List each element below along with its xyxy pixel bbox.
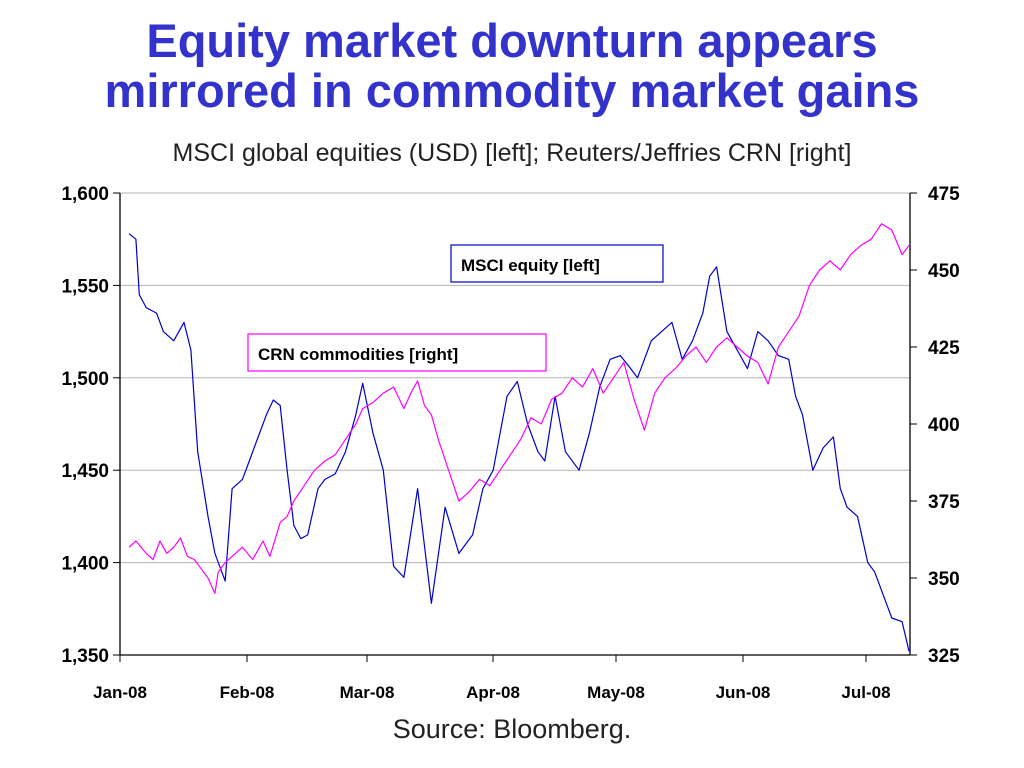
x-tick-label: Feb-08 (220, 683, 275, 702)
x-tick-label: Apr-08 (466, 683, 520, 702)
x-tick-label: Jun-08 (716, 683, 771, 702)
legend-label-commodity: CRN commodities [right] (258, 345, 458, 364)
legend: MSCI equity [left] CRN commodities [righ… (247, 244, 664, 372)
y-right-tick-label: 350 (928, 569, 960, 590)
chart-title: Equity market downturn appears mirrored … (0, 16, 1024, 116)
y-right-tick-label: 400 (928, 415, 960, 436)
x-tick-label: May-08 (587, 683, 645, 702)
y-right-tick-label: 475 (928, 184, 960, 205)
series-lines (128, 223, 910, 652)
series-line-crn-commodities (128, 223, 910, 595)
series-line-msci-equity (128, 233, 910, 652)
x-tick-label: Mar-08 (340, 683, 395, 702)
y-right-tick-label: 375 (928, 492, 960, 513)
legend-box-commodity (247, 333, 547, 372)
y-left-tick-label: 1,350 (61, 646, 109, 667)
chart-subtitle: MSCI global equities (USD) [left]; Reute… (172, 139, 852, 167)
y-right-tick-label: 450 (928, 261, 960, 282)
y-left-tick-label: 1,550 (61, 276, 109, 297)
y-right-tick-label: 325 (928, 646, 960, 667)
source-note: Source: Bloomberg. (392, 714, 632, 744)
y-left-tick-label: 1,450 (61, 461, 109, 482)
chart-title-line-1: Equity market downturn appears (146, 14, 878, 67)
y-right-tick-label: 425 (928, 338, 960, 359)
legend-box-equity (450, 244, 664, 283)
legend-label-equity: MSCI equity [left] (461, 256, 600, 275)
x-tick-label: Jul-08 (841, 683, 890, 702)
y-left-tick-label: 1,600 (61, 184, 109, 205)
y-left-tick-label: 1,400 (61, 554, 109, 575)
gridlines (120, 192, 910, 564)
chart-title-line-2: mirrored in commodity market gains (104, 64, 920, 117)
x-tick-label: Jan-08 (93, 683, 147, 702)
y-left-tick-label: 1,500 (61, 369, 109, 390)
axes: 1,350 1,400 1,450 1,500 1,550 1,600 325 350 375 4… (61, 184, 960, 702)
